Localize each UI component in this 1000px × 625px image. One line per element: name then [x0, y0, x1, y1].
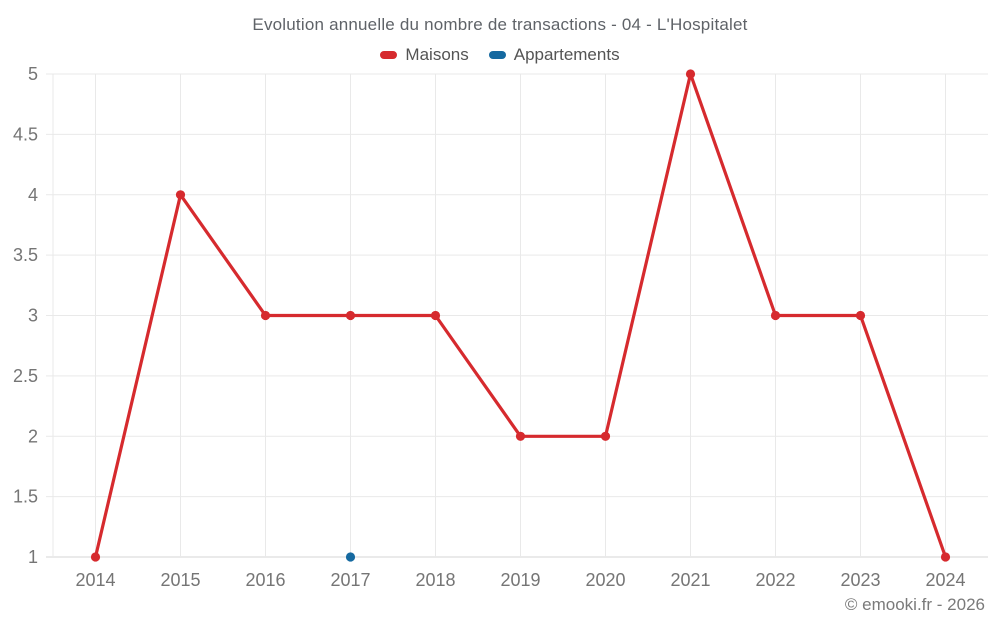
x-tick-label: 2022 [755, 570, 795, 590]
x-tick-label: 2015 [160, 570, 200, 590]
data-point-appartements-2017[interactable] [345, 552, 356, 562]
x-tick-label: 2020 [585, 570, 625, 590]
legend-label-appartements: Appartements [513, 45, 620, 64]
copyright-credit: © emooki.fr - 2026 [844, 595, 985, 614]
data-point-maisons-2017[interactable] [345, 310, 356, 321]
y-tick-label: 2.5 [13, 366, 38, 386]
appartements-series-swatch-icon [488, 51, 506, 59]
data-point-maisons-2014[interactable] [90, 552, 101, 562]
x-tick-label: 2014 [75, 570, 115, 590]
y-tick-label: 3.5 [13, 245, 38, 265]
data-point-maisons-2022[interactable] [770, 310, 781, 321]
data-point-maisons-2020[interactable] [600, 431, 611, 441]
y-tick-label: 1 [28, 547, 38, 567]
x-tick-label: 2018 [415, 570, 455, 590]
chart-title: Evolution annuelle du nombre de transact… [252, 15, 748, 34]
data-point-maisons-2018[interactable] [430, 310, 441, 321]
x-tick-label: 2021 [670, 570, 710, 590]
maisons-series-swatch-icon [380, 51, 398, 59]
data-point-maisons-2023[interactable] [855, 310, 866, 321]
x-tick-label: 2017 [330, 570, 370, 590]
y-tick-label: 1.5 [13, 487, 38, 507]
y-tick-label: 4.5 [13, 124, 38, 144]
data-point-maisons-2024[interactable] [940, 552, 951, 562]
legend-item-maisons[interactable]: Maisons [380, 45, 469, 65]
x-tick-label: 2016 [245, 570, 285, 590]
data-point-maisons-2019[interactable] [515, 431, 526, 441]
y-tick-label: 3 [28, 306, 38, 326]
x-tick-label: 2024 [925, 570, 965, 590]
x-tick-label: 2019 [500, 570, 540, 590]
data-point-maisons-2021[interactable] [685, 69, 696, 79]
y-tick-label: 2 [28, 426, 38, 446]
y-tick-label: 5 [28, 64, 38, 84]
data-point-maisons-2015[interactable] [175, 190, 186, 200]
legend: Maisons Appartements [0, 45, 1000, 65]
data-point-maisons-2016[interactable] [260, 310, 271, 321]
x-tick-label: 2023 [840, 570, 880, 590]
legend-label-maisons: Maisons [405, 45, 469, 64]
y-tick-label: 4 [28, 185, 38, 205]
legend-item-appartements[interactable]: Appartements [488, 45, 620, 65]
